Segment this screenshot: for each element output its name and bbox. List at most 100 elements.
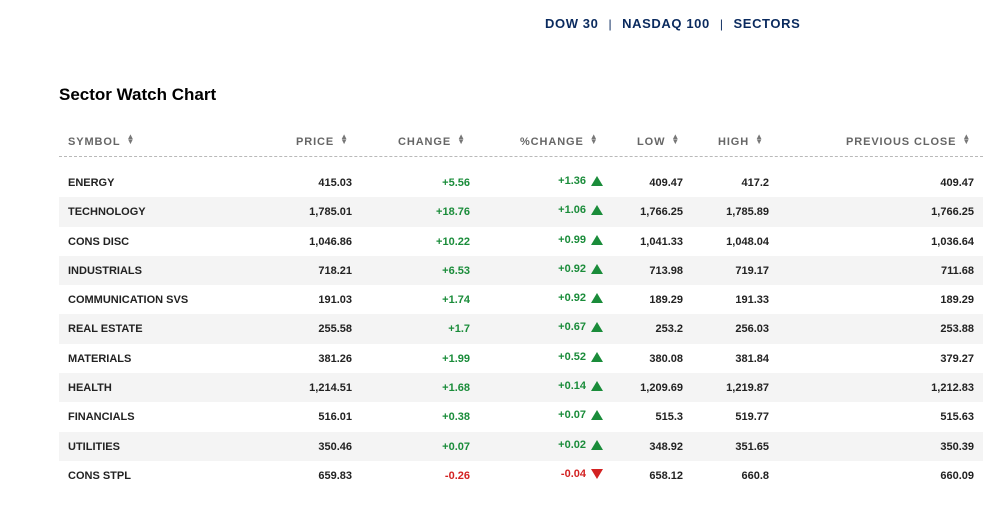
- cell-low: 713.98: [649, 264, 683, 277]
- header-label: CHANGE: [398, 136, 452, 148]
- cell-change: +1.7: [448, 323, 470, 336]
- cell-symbol[interactable]: ENERGY: [68, 177, 115, 189]
- header-change[interactable]: CHANGE ▲ ▼: [398, 132, 466, 149]
- header-previous-close[interactable]: PREVIOUS CLOSE ▲ ▼: [846, 132, 972, 149]
- cell-symbol[interactable]: CONS DISC: [68, 235, 130, 248]
- cell-low: 189.29: [649, 294, 683, 307]
- header-label: PRICE: [296, 136, 335, 148]
- sort-icon: ▲ ▼: [671, 132, 681, 146]
- cell-pct-change: +0.67: [558, 321, 603, 333]
- cell-change: +10.22: [436, 235, 470, 248]
- cell-change: +0.07: [442, 440, 470, 453]
- cell-high: 191.33: [735, 294, 769, 307]
- cell-symbol[interactable]: INDUSTRIALS: [68, 264, 142, 277]
- arrow-up-icon: [591, 410, 603, 421]
- cell-high: 519.77: [735, 411, 769, 424]
- cell-previous-close: 189.29: [940, 294, 974, 307]
- header-label: HIGH: [718, 136, 750, 148]
- cell-low: 253.2: [655, 323, 683, 336]
- cell-symbol[interactable]: UTILITIES: [68, 440, 120, 453]
- cell-low: 348.92: [649, 440, 683, 453]
- cell-low: 658.12: [649, 469, 683, 482]
- arrow-up-icon: [591, 439, 603, 450]
- cell-previous-close: 711.68: [940, 264, 974, 277]
- cell-symbol[interactable]: COMMUNICATION SVS: [68, 294, 189, 307]
- table-row[interactable]: UTILITIES 350.46 +0.07 +0.02 348.92 351.65 350…: [59, 431, 983, 461]
- arrow-up-icon: [591, 234, 603, 245]
- cell-price: 1,214.51: [309, 382, 352, 395]
- cell-symbol[interactable]: TECHNOLOGY: [68, 206, 146, 219]
- arrow-down-icon: [591, 468, 603, 479]
- market-nav: DOW 30 | NASDAQ 100 | SECTORS: [545, 16, 800, 31]
- cell-symbol[interactable]: FINANCIALS: [68, 411, 135, 424]
- cell-change: +1.74: [442, 294, 470, 307]
- table-row[interactable]: INDUSTRIALS 718.21 +6.53 +0.92 713.98 719.17 7…: [59, 255, 983, 286]
- table-row[interactable]: MATERIALS 381.26 +1.99 +0.52 380.08 381.84 379…: [59, 344, 983, 373]
- header-label: PREVIOUS CLOSE: [846, 136, 957, 148]
- sector-table: SYMBOL ▲ ▼ PRICE ▲ ▼ CHANGE ▲ ▼ %CHANGE ▲ ▼ LOW ▲…: [59, 124, 983, 490]
- sort-icon: ▲ ▼: [457, 132, 466, 146]
- arrow-up-icon: [591, 322, 603, 333]
- cell-previous-close: 1,212.83: [931, 382, 974, 395]
- pct-value: +0.52: [558, 350, 586, 363]
- table-row[interactable]: HEALTH 1,214.51 +1.68 +0.14 1,209.69 1,219.87…: [59, 373, 983, 403]
- cell-price: 415.03: [318, 177, 352, 189]
- cell-symbol[interactable]: HEALTH: [68, 382, 112, 395]
- header-price[interactable]: PRICE ▲ ▼: [296, 132, 349, 149]
- cell-previous-close: 1,766.25: [931, 206, 974, 219]
- cell-change: +5.56: [442, 177, 470, 189]
- cell-pct-change: +0.02: [558, 439, 603, 451]
- pct-value: +0.92: [558, 262, 586, 275]
- table-row[interactable]: CONS STPL 659.83 -0.26 -0.04 658.12 660.8 660.…: [59, 461, 983, 490]
- header-label: %CHANGE: [520, 136, 584, 148]
- pct-value: +0.99: [558, 233, 586, 246]
- table-row[interactable]: FINANCIALS 516.01 +0.38 +0.07 515.3 519.77 515…: [59, 402, 983, 431]
- cell-price: 659.83: [318, 469, 352, 482]
- nav-sectors[interactable]: SECTORS: [733, 16, 801, 31]
- table-body: ENERGY 415.03 +5.56 +1.36 409.47 417.2 409.47 T…: [59, 168, 983, 490]
- cell-high: 1,048.04: [726, 235, 769, 248]
- arrow-up-icon: [591, 293, 603, 304]
- pct-value: +1.06: [558, 204, 586, 217]
- sort-icon: ▲ ▼: [340, 132, 349, 146]
- table-row[interactable]: COMMUNICATION SVS 191.03 +1.74 +0.92 189.29 1…: [59, 285, 983, 314]
- cell-pct-change: +0.92: [558, 292, 603, 304]
- header-high[interactable]: HIGH ▲ ▼: [718, 132, 764, 149]
- cell-change: +6.53: [442, 264, 470, 277]
- cell-price: 381.26: [318, 352, 352, 365]
- header-pct-change[interactable]: %CHANGE ▲ ▼: [520, 133, 599, 149]
- cell-previous-close: 515.63: [940, 411, 974, 424]
- cell-low: 1,041.33: [640, 235, 683, 248]
- cell-change: +1.68: [442, 382, 470, 395]
- table-row[interactable]: ENERGY 415.03 +5.56 +1.36 409.47 417.2 409.47: [59, 168, 983, 197]
- cell-low: 409.47: [649, 177, 683, 189]
- cell-change: +18.76: [436, 206, 470, 219]
- cell-symbol[interactable]: CONS STPL: [68, 469, 131, 482]
- nav-dow-30[interactable]: DOW 30: [545, 16, 599, 31]
- table-row[interactable]: TECHNOLOGY 1,785.01 +18.76 +1.06 1,766.25 1,7…: [59, 197, 983, 227]
- sort-icon: ▲ ▼: [962, 132, 972, 146]
- pct-value: -0.04: [560, 467, 586, 480]
- cell-change: -0.26: [444, 469, 470, 482]
- sort-icon: ▲ ▼: [755, 132, 764, 146]
- cell-price: 350.46: [318, 440, 352, 453]
- header-symbol[interactable]: SYMBOL ▲ ▼: [68, 133, 135, 149]
- cell-high: 719.17: [735, 264, 769, 277]
- cell-symbol[interactable]: REAL ESTATE: [68, 323, 143, 336]
- arrow-up-icon: [591, 351, 603, 362]
- pct-value: +0.02: [558, 438, 586, 451]
- cell-pct-change: +0.99: [558, 234, 603, 246]
- table-row[interactable]: REAL ESTATE 255.58 +1.7 +0.67 253.2 256.03 253…: [59, 314, 983, 344]
- cell-symbol[interactable]: MATERIALS: [68, 352, 132, 365]
- cell-pct-change: +0.52: [558, 351, 603, 363]
- cell-change: +1.99: [442, 352, 470, 365]
- table-row[interactable]: CONS DISC 1,046.86 +10.22 +0.99 1,041.33 1,04…: [59, 227, 983, 256]
- header-low[interactable]: LOW ▲ ▼: [637, 132, 681, 149]
- cell-previous-close: 1,036.64: [931, 235, 974, 248]
- cell-high: 417.2: [741, 177, 769, 189]
- cell-pct-change: +1.06: [558, 204, 603, 216]
- cell-price: 1,785.01: [309, 206, 352, 219]
- cell-previous-close: 253.88: [940, 323, 974, 336]
- nav-nasdaq-100[interactable]: NASDAQ 100: [622, 16, 710, 31]
